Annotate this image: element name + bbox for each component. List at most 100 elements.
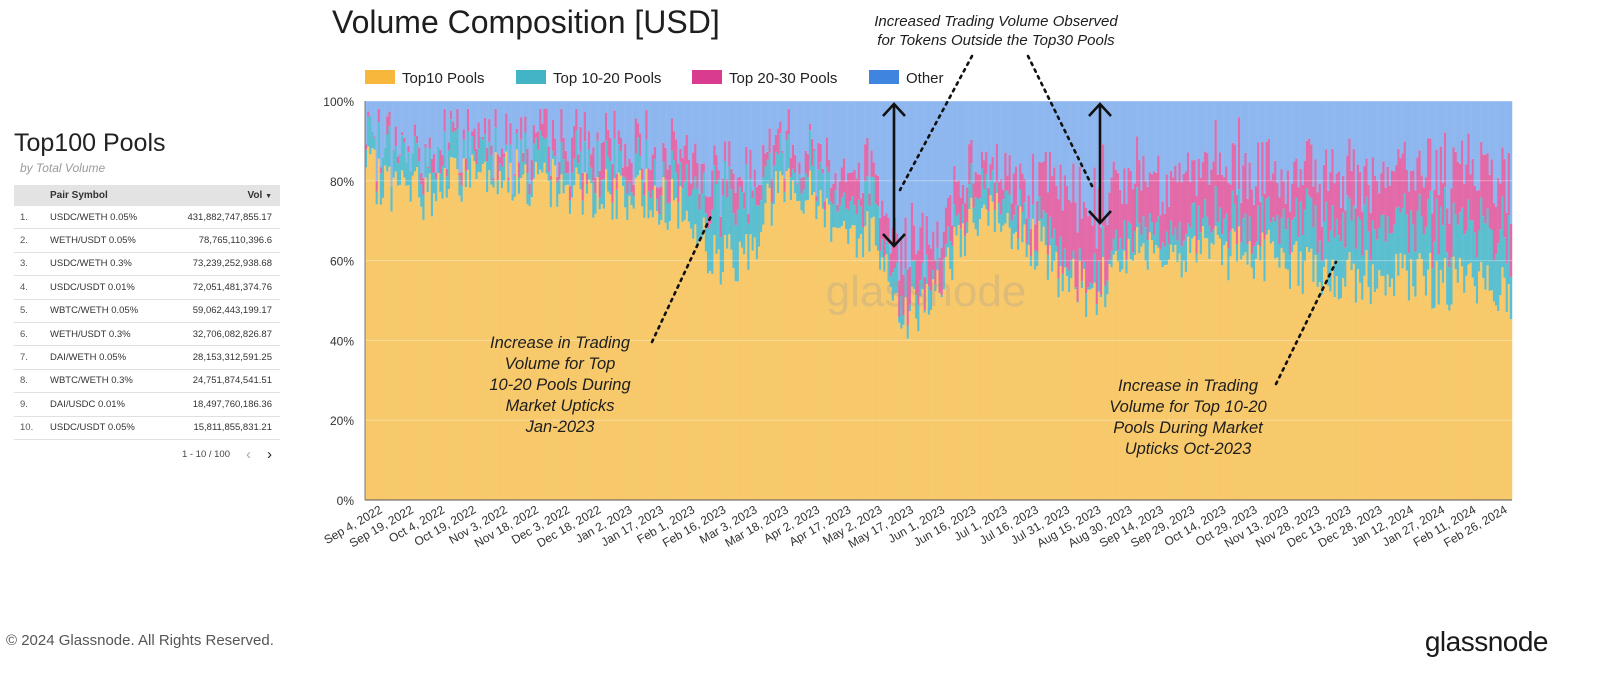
bar-segment: [662, 101, 665, 143]
bar-segment: [694, 101, 697, 144]
bar-segment: [1129, 223, 1133, 260]
bar-segment: [898, 322, 901, 500]
table-row[interactable]: 5. WBTC/WETH 0.05% 59,062,443,199.17: [14, 299, 280, 323]
bar-segment: [1068, 270, 1071, 292]
bar-segment: [853, 204, 856, 226]
bar-segment: [1014, 231, 1018, 500]
bar-segment: [1112, 101, 1116, 162]
table-row[interactable]: 7. DAI/WETH 0.05% 28,153,312,591.25: [14, 345, 280, 370]
bar-segment: [1017, 101, 1020, 206]
bar-segment: [819, 162, 822, 191]
next-page-icon[interactable]: ›: [267, 445, 272, 463]
table-row[interactable]: 1. USDC/WETH 0.05% 431,882,747,855.17: [14, 206, 280, 230]
vol-header[interactable]: Vol ▼: [159, 185, 280, 206]
bar-segment: [1095, 304, 1099, 316]
bar-segment: [978, 219, 982, 500]
bar-segment: [1142, 101, 1145, 156]
bar-segment: [643, 101, 646, 183]
bar-segment: [1055, 101, 1058, 186]
bar-segment: [500, 166, 504, 189]
bar-segment: [1365, 158, 1368, 197]
bar-segment: [1199, 101, 1203, 178]
bar-segment: [445, 168, 449, 177]
bar-segment: [624, 143, 627, 178]
bar-segment: [651, 154, 655, 190]
bar-segment: [1327, 285, 1330, 500]
bar-segment: [445, 176, 449, 198]
bar-segment: [683, 101, 686, 146]
bar-segment: [1180, 101, 1184, 183]
bar-segment: [556, 206, 559, 500]
bar-segment: [1093, 282, 1096, 500]
bar-segment: [660, 101, 663, 187]
bar-segment: [1110, 177, 1113, 251]
bar-segment: [605, 140, 608, 170]
bar-segment: [388, 101, 391, 112]
bar-segment: [1418, 150, 1421, 195]
bar-segment: [435, 201, 438, 500]
table-row[interactable]: 8. WBTC/WETH 0.3% 24,751,874,541.51: [14, 369, 280, 394]
bar-segment: [664, 179, 667, 223]
bar-segment: [369, 101, 372, 117]
bar-segment: [483, 161, 487, 501]
bar-segment: [1108, 259, 1111, 265]
bar-segment: [1478, 101, 1481, 191]
bar-segment: [607, 191, 610, 501]
bar-segment: [1475, 190, 1479, 258]
bar-segment: [1244, 101, 1247, 153]
bar-segment: [1263, 101, 1266, 194]
bar-segment: [972, 101, 975, 184]
bar-segment: [456, 169, 459, 501]
bar-segment: [791, 180, 795, 500]
bar-segment: [520, 139, 523, 179]
bar-segment: [1170, 220, 1173, 245]
bar-segment: [683, 220, 686, 500]
bar-segment: [913, 289, 916, 500]
bar-segment: [613, 138, 616, 179]
bar-segment: [723, 101, 727, 142]
bar-segment: [1356, 164, 1360, 217]
bar-segment: [1388, 287, 1392, 500]
bar-segment: [783, 191, 786, 203]
bar-segment: [666, 203, 669, 230]
bar-segment: [658, 214, 661, 225]
bar-segment: [384, 148, 387, 166]
bar-segment: [611, 101, 614, 164]
bar-segment: [486, 192, 489, 500]
table-row[interactable]: 4. USDC/USDT 0.01% 72,051,481,374.76: [14, 275, 280, 300]
bar-segment: [403, 142, 406, 178]
bar-segment: [726, 179, 729, 198]
bar-segment: [1108, 264, 1111, 500]
pair-cell: USDC/WETH 0.3%: [44, 252, 160, 277]
bar-segment: [821, 168, 825, 174]
rank-header: [14, 185, 44, 206]
bar-segment: [492, 187, 495, 500]
bar-segment: [543, 108, 546, 140]
bar-segment: [594, 213, 597, 500]
prev-page-icon[interactable]: ‹: [246, 445, 251, 463]
sort-desc-icon[interactable]: ▼: [265, 193, 272, 200]
pair-symbol-header[interactable]: Pair Symbol: [44, 185, 160, 206]
table-row[interactable]: 3. USDC/WETH 0.3% 73,239,252,938.68: [14, 252, 280, 277]
bar-segment: [1431, 268, 1434, 309]
bar-segment: [617, 101, 621, 131]
bar-segment: [1216, 222, 1220, 236]
table-row[interactable]: 9. DAI/USDC 0.01% 18,497,760,186.36: [14, 392, 280, 417]
bar-segment: [377, 108, 381, 123]
bar-segment: [751, 190, 754, 199]
bar-segment: [481, 139, 485, 165]
bar-segment: [717, 101, 720, 171]
bar-segment: [488, 142, 491, 171]
table-row[interactable]: 6. WETH/USDT 0.3% 32,706,082,826.87: [14, 322, 280, 347]
bar-segment: [1427, 138, 1430, 199]
bar-segment: [1397, 275, 1400, 500]
bar-segment: [906, 101, 910, 270]
bar-segment: [864, 144, 867, 182]
bar-segment: [966, 187, 969, 223]
bar-segment: [874, 203, 878, 246]
table-row[interactable]: 10. USDC/USDT 0.05% 15,811,855,831.21: [14, 416, 280, 440]
bar-segment: [1320, 101, 1324, 227]
bar-segment: [1503, 277, 1506, 500]
table-row[interactable]: 2. WETH/USDT 0.05% 78,765,110,396.6: [14, 228, 280, 253]
